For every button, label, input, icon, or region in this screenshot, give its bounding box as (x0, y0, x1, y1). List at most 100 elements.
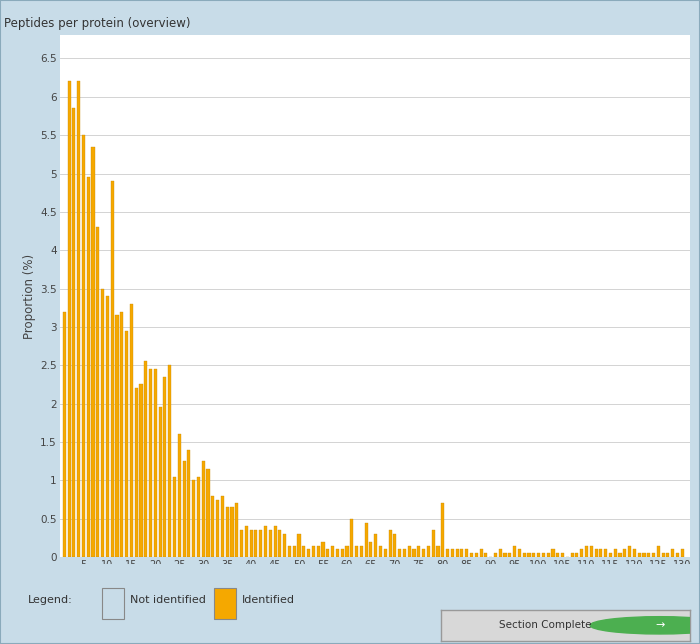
Bar (326, 549, 329, 557)
Bar (523, 553, 526, 557)
FancyBboxPatch shape (102, 589, 124, 619)
Bar (498, 549, 502, 557)
Y-axis label: Proportion (%): Proportion (%) (23, 254, 36, 339)
Bar (341, 549, 344, 557)
Bar (652, 553, 655, 557)
Bar (250, 530, 253, 557)
Bar (432, 530, 435, 557)
Bar (97, 227, 99, 557)
Text: Peptides per protein (overview): Peptides per protein (overview) (4, 17, 190, 30)
Text: Legend:: Legend: (28, 594, 73, 605)
Bar (470, 553, 473, 557)
Bar (570, 553, 574, 557)
Bar (393, 534, 396, 557)
Bar (283, 534, 286, 557)
Bar (101, 289, 104, 557)
Bar (279, 530, 281, 557)
Bar (580, 549, 583, 557)
Bar (643, 553, 645, 557)
Bar (374, 534, 377, 557)
Bar (456, 549, 458, 557)
Bar (427, 545, 430, 557)
Bar (206, 469, 209, 557)
Bar (82, 135, 85, 557)
Bar (508, 553, 512, 557)
Bar (188, 450, 190, 557)
Bar (451, 549, 454, 557)
Bar (183, 461, 186, 557)
Bar (125, 331, 128, 557)
Bar (403, 549, 406, 557)
Bar (331, 545, 334, 557)
Bar (633, 549, 636, 557)
Bar (475, 553, 478, 557)
Bar (307, 549, 310, 557)
Bar (365, 522, 368, 557)
Bar (542, 553, 545, 557)
Bar (494, 553, 497, 557)
Bar (537, 553, 540, 557)
Bar (604, 549, 607, 557)
Bar (116, 316, 118, 557)
Bar (503, 553, 507, 557)
Bar (518, 549, 521, 557)
Bar (211, 496, 214, 557)
Bar (154, 369, 157, 557)
Bar (312, 545, 315, 557)
Bar (589, 545, 593, 557)
Bar (532, 553, 536, 557)
Bar (575, 553, 578, 557)
Text: Identified: Identified (241, 594, 295, 605)
Bar (657, 545, 660, 557)
Bar (556, 553, 559, 557)
Bar (609, 553, 612, 557)
Bar (466, 549, 468, 557)
Bar (623, 549, 626, 557)
Bar (230, 507, 234, 557)
Bar (398, 549, 401, 557)
X-axis label: Number of peptides: Number of peptides (316, 574, 433, 587)
Circle shape (590, 617, 700, 634)
Text: →: → (655, 620, 664, 630)
Bar (594, 549, 598, 557)
Bar (163, 377, 167, 557)
Bar (441, 504, 444, 557)
Bar (417, 545, 421, 557)
Bar (106, 296, 109, 557)
Bar (666, 553, 669, 557)
Bar (480, 549, 483, 557)
Bar (245, 526, 248, 557)
Bar (446, 549, 449, 557)
Bar (384, 549, 387, 557)
Bar (134, 388, 138, 557)
Bar (274, 526, 276, 557)
Bar (585, 545, 588, 557)
Bar (259, 530, 262, 557)
Bar (638, 553, 640, 557)
Bar (619, 553, 622, 557)
Text: Not identified: Not identified (130, 594, 205, 605)
Bar (379, 545, 382, 557)
Bar (269, 530, 272, 557)
Bar (316, 545, 320, 557)
Bar (149, 369, 152, 557)
Bar (298, 534, 300, 557)
Bar (599, 549, 603, 557)
Bar (144, 361, 147, 557)
Bar (345, 545, 349, 557)
Bar (513, 545, 516, 557)
Bar (662, 553, 665, 557)
Bar (120, 312, 123, 557)
Bar (220, 496, 224, 557)
Bar (552, 549, 554, 557)
Bar (436, 545, 440, 557)
Bar (111, 181, 114, 557)
Bar (336, 549, 339, 557)
Bar (293, 545, 296, 557)
Bar (527, 553, 531, 557)
Bar (288, 545, 291, 557)
Bar (648, 553, 650, 557)
Bar (130, 304, 133, 557)
Bar (628, 545, 631, 557)
Bar (681, 549, 684, 557)
